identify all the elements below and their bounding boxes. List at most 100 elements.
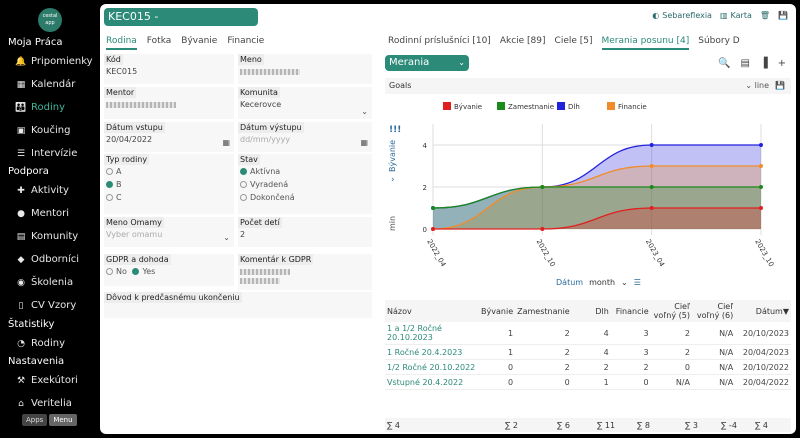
col-nazov[interactable]: Názov bbox=[385, 300, 480, 322]
karta-button[interactable]: ▥ Karta bbox=[719, 11, 752, 20]
sidebar-item-skolenia[interactable]: ◉ Školenia bbox=[17, 277, 74, 288]
datum-vstupu-field[interactable]: Dátum vstupu 20/04/2022 ▦ bbox=[104, 122, 234, 152]
person-icon: ● bbox=[17, 208, 25, 219]
kod-field[interactable]: Kód KEC015 bbox=[104, 54, 234, 84]
stav-option-aktivna[interactable]: Aktívna bbox=[238, 165, 372, 178]
cell-nazov[interactable]: 1 Ročné 20.4.2023 bbox=[387, 347, 463, 357]
meno-field[interactable]: Meno bbox=[238, 54, 372, 84]
save-icon[interactable]: 💾 bbox=[778, 11, 788, 20]
goals-bar: Goals ⌄ line 💾 bbox=[385, 78, 791, 94]
gdpr-option-yes[interactable]: Yes bbox=[129, 267, 155, 276]
cell-zamestnanie: 2 bbox=[564, 347, 570, 357]
tab-ciele[interactable]: Ciele [5] bbox=[554, 36, 593, 46]
main-panel: KEC015 - ◐ Sebareflexia ▥ Karta 🗑 💾 Rodina… bbox=[100, 4, 796, 434]
chevron-down-icon: ⌄ bbox=[361, 107, 368, 116]
apps-button[interactable]: Apps bbox=[22, 414, 48, 426]
legend-label: Bývanie bbox=[454, 103, 482, 111]
cell-financie: 3 bbox=[643, 347, 649, 357]
table-row[interactable]: 1/2 Ročné 20.10.2022 0 2 2 2 0 N/A 20/10/2022 bbox=[385, 360, 791, 375]
series-point bbox=[431, 206, 435, 210]
cell-byvanie: 1 bbox=[508, 328, 514, 338]
chevron-down-icon[interactable]: ⌄ bbox=[621, 278, 628, 287]
tab-byvanie[interactable]: Bývanie bbox=[181, 36, 218, 46]
sidebar: cestal app Moja Práca 🔔 Pripomienky ▦ Kale… bbox=[0, 0, 100, 438]
metric-select[interactable]: Merania ⌄ bbox=[385, 55, 469, 71]
datum-vystupu-field[interactable]: Dátum výstupu dd/mm/yyyy ▦ bbox=[238, 122, 372, 152]
table-row[interactable]: 1 a 1/2 Ročné 20.10.2023 1 2 4 3 2 N/A 20/10/20… bbox=[385, 322, 791, 345]
cell-byvanie: 1 bbox=[508, 347, 514, 357]
sidebar-item-pripomienky[interactable]: 🔔 Pripomienky bbox=[15, 56, 93, 67]
family-title-input[interactable]: KEC015 - bbox=[104, 8, 258, 26]
sidebar-item-cv-vzory[interactable]: ▯ CV Vzory bbox=[16, 300, 77, 311]
tab-financie[interactable]: Financie bbox=[227, 36, 265, 46]
typ-option-b[interactable]: B bbox=[104, 178, 234, 191]
col-ciel-6[interactable]: Cieľ voľný (6) bbox=[691, 300, 736, 322]
typ-option-c[interactable]: C bbox=[104, 191, 234, 204]
legend-swatch bbox=[607, 102, 615, 110]
pdf-icon[interactable]: ▤ bbox=[740, 58, 750, 69]
col-ciel-5[interactable]: Cieľ voľný (5) bbox=[650, 300, 692, 322]
stav-option-dokoncena[interactable]: Dokončená bbox=[238, 191, 372, 204]
sidebar-item-aktivity[interactable]: ✚ Aktivity bbox=[17, 185, 69, 196]
tab-subory[interactable]: Súbory D bbox=[698, 36, 740, 46]
cell-financie: 2 bbox=[643, 362, 649, 372]
dovod-ukoncenia-field[interactable]: Dôvod k predčasnému ukončeniu bbox=[104, 292, 372, 318]
sidebar-item-stat-rodiny[interactable]: ◔ Rodiny bbox=[17, 338, 65, 349]
meno-omamy-select[interactable]: Meno Omamy Vyber omamu ⌄ bbox=[104, 217, 234, 247]
sidebar-item-mentori[interactable]: ● Mentori bbox=[17, 208, 70, 219]
sidebar-item-veritelia[interactable]: ⌂ Veritelia bbox=[16, 398, 72, 409]
series-line bbox=[433, 207, 761, 230]
sebareflexia-button[interactable]: ◐ Sebareflexia bbox=[652, 11, 712, 20]
col-financie[interactable]: Financie bbox=[610, 300, 651, 322]
col-byvanie[interactable]: Bývanie bbox=[479, 300, 516, 322]
sidebar-item-exekutori[interactable]: ⚒ Exekútori bbox=[16, 375, 78, 386]
sidebar-item-koucing[interactable]: ▣ Koučing bbox=[16, 125, 71, 136]
col-zamestnanie[interactable]: Zamestnanie bbox=[515, 300, 572, 322]
series-point bbox=[759, 185, 763, 189]
cell-dlh: 4 bbox=[603, 328, 609, 338]
typ-rodiny-group: Typ rodiny A B C bbox=[104, 154, 234, 214]
sidebar-item-intervizie[interactable]: ☰ Intervízie bbox=[16, 148, 78, 159]
stav-option-vyradena[interactable]: Vyradená bbox=[238, 178, 372, 191]
tab-fotka[interactable]: Fotka bbox=[146, 36, 172, 46]
logo-subtext: app bbox=[45, 20, 55, 26]
tab-merania-posunu[interactable]: Merania posunu [4] bbox=[601, 36, 690, 50]
chart-type-select[interactable]: ⌄ line bbox=[745, 81, 770, 90]
gdpr-option-no[interactable]: No bbox=[106, 267, 127, 276]
x-axis-unit[interactable]: month bbox=[589, 278, 616, 287]
x-axis-field[interactable]: Dátum bbox=[556, 278, 584, 287]
search-icon[interactable]: 🔍 bbox=[718, 58, 731, 69]
save-icon[interactable]: 💾 bbox=[775, 81, 785, 90]
add-icon[interactable]: + bbox=[777, 58, 786, 69]
list-icon[interactable]: ☰ bbox=[633, 278, 641, 287]
delete-icon[interactable]: 🗑 bbox=[759, 11, 771, 20]
sidebar-item-odbornici[interactable]: ◆ Odborníci bbox=[17, 254, 80, 265]
tab-rodina[interactable]: Rodina bbox=[106, 36, 137, 50]
cell-nazov[interactable]: Vstupné 20.4.2022 bbox=[387, 377, 464, 387]
cell-nazov[interactable]: 1/2 Ročné 20.10.2022 bbox=[387, 362, 476, 372]
chevron-down-icon: ⌄ bbox=[458, 58, 465, 67]
col-datum[interactable]: Dátum▼ bbox=[735, 300, 791, 322]
bar-chart-icon[interactable]: ▐ bbox=[759, 58, 768, 69]
y-tick-label: 0 bbox=[423, 226, 427, 234]
tab-rodinni-prislusnici[interactable]: Rodinní príslušníci [10] bbox=[388, 36, 491, 46]
komentar-gdpr-field[interactable]: Komentár k GDPR bbox=[238, 254, 372, 290]
tab-akcie[interactable]: Akcie [89] bbox=[499, 36, 546, 46]
col-dlh[interactable]: Dlh bbox=[571, 300, 611, 322]
sidebar-item-kalendar[interactable]: ▦ Kalendár bbox=[16, 79, 76, 90]
table-row[interactable]: Vstupné 20.4.2022 0 0 1 0 N/A N/A 20/04/2022 bbox=[385, 375, 791, 390]
pocet-deti-field[interactable]: Počet detí 2 bbox=[238, 217, 372, 247]
sidebar-item-komunity[interactable]: ▤ Komunity bbox=[16, 231, 79, 242]
mentor-select[interactable]: Mentor bbox=[104, 87, 234, 119]
series-line bbox=[432, 186, 761, 209]
typ-option-a[interactable]: A bbox=[104, 165, 234, 178]
app-logo[interactable]: cestal app bbox=[38, 8, 62, 32]
komunita-select[interactable]: Komunita Kecerovce ⌄ bbox=[238, 87, 372, 119]
cell-zamestnanie: 0 bbox=[564, 377, 570, 387]
menu-button[interactable]: Menu bbox=[49, 414, 77, 426]
table-row[interactable]: 1 Ročné 20.4.2023 1 2 4 3 2 N/A 20/04/2023 bbox=[385, 345, 791, 360]
cell-nazov[interactable]: 1 a 1/2 Ročné 20.10.2023 bbox=[387, 324, 442, 342]
sidebar-item-rodiny[interactable]: 👪 Rodiny bbox=[15, 102, 65, 113]
cell-zamestnanie: 2 bbox=[564, 328, 570, 338]
cell-dlh: 2 bbox=[603, 362, 609, 372]
